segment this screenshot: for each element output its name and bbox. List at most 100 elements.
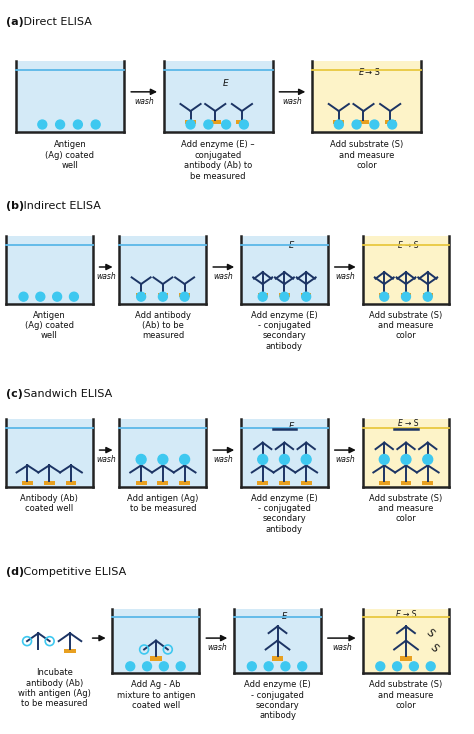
Text: → S: → S <box>403 610 417 619</box>
Circle shape <box>158 292 167 301</box>
Bar <box>180 293 190 297</box>
Bar <box>257 293 268 297</box>
Circle shape <box>186 120 195 129</box>
Bar <box>363 609 449 673</box>
Circle shape <box>370 120 379 129</box>
Circle shape <box>143 662 152 671</box>
Text: wash: wash <box>335 455 355 464</box>
Circle shape <box>280 454 290 465</box>
Circle shape <box>222 120 230 129</box>
Circle shape <box>180 292 189 301</box>
Bar <box>333 120 344 125</box>
Text: E: E <box>288 422 293 432</box>
Text: wash: wash <box>96 455 116 464</box>
Bar <box>363 419 449 487</box>
Bar <box>185 120 196 125</box>
Text: wash: wash <box>134 97 154 106</box>
Text: (c): (c) <box>6 389 23 399</box>
Text: wash: wash <box>332 643 352 652</box>
Circle shape <box>302 292 310 301</box>
Bar <box>358 120 369 125</box>
Text: Add enzyme (E) –
conjugated
antibody (Ab) to
be measured: Add enzyme (E) – conjugated antibody (Ab… <box>182 140 255 181</box>
Circle shape <box>301 454 311 465</box>
Bar <box>179 481 190 484</box>
Bar <box>119 419 206 487</box>
Text: Add substrate (S)
and measure
color: Add substrate (S) and measure color <box>369 310 443 341</box>
Bar <box>422 481 433 484</box>
Circle shape <box>258 292 267 301</box>
Text: E: E <box>396 610 401 619</box>
Text: Add enzyme (E)
- conjugated
secondary
antibody: Add enzyme (E) - conjugated secondary an… <box>251 310 318 351</box>
Circle shape <box>423 454 433 465</box>
Circle shape <box>379 454 389 465</box>
Circle shape <box>204 120 213 129</box>
Circle shape <box>136 454 146 465</box>
Circle shape <box>70 292 78 301</box>
Bar <box>257 481 268 484</box>
Circle shape <box>280 292 289 301</box>
Circle shape <box>380 292 389 301</box>
Text: Incubate
antibody (Ab)
with antigen (Ag)
to be measured: Incubate antibody (Ab) with antigen (Ag)… <box>18 668 91 708</box>
Bar <box>164 61 273 132</box>
Text: Sandwich ELISA: Sandwich ELISA <box>19 389 112 399</box>
Text: wash: wash <box>214 455 234 464</box>
Circle shape <box>73 120 82 129</box>
Circle shape <box>376 662 385 671</box>
Circle shape <box>38 120 47 129</box>
Text: Add substrate (S)
and measure
color: Add substrate (S) and measure color <box>330 140 403 170</box>
Text: Add enzyme (E)
- conjugated
secondary
antibody: Add enzyme (E) - conjugated secondary an… <box>244 680 311 720</box>
Text: → S: → S <box>405 419 419 429</box>
Circle shape <box>352 120 361 129</box>
Bar <box>401 293 411 297</box>
Bar <box>6 236 93 304</box>
Bar <box>44 481 55 484</box>
Bar <box>272 656 283 661</box>
Text: Antigen
(Ag) coated
well: Antigen (Ag) coated well <box>46 140 94 170</box>
Bar <box>423 293 433 297</box>
Bar <box>312 61 421 132</box>
Bar <box>22 481 33 484</box>
Text: Antigen
(Ag) coated
well: Antigen (Ag) coated well <box>25 310 74 341</box>
Bar <box>65 481 76 484</box>
Circle shape <box>410 662 419 671</box>
Text: Indirect ELISA: Indirect ELISA <box>19 200 100 211</box>
Circle shape <box>55 120 64 129</box>
Text: E: E <box>223 79 229 88</box>
Circle shape <box>388 120 397 129</box>
Text: Add substrate (S)
and measure
color: Add substrate (S) and measure color <box>369 680 443 710</box>
Circle shape <box>158 454 168 465</box>
Circle shape <box>247 662 256 671</box>
Text: wash: wash <box>335 272 355 281</box>
Text: wash: wash <box>214 272 234 281</box>
Bar <box>301 293 311 297</box>
Bar <box>241 236 328 304</box>
Circle shape <box>126 662 135 671</box>
Text: → S: → S <box>365 68 380 77</box>
Text: wash: wash <box>207 643 227 652</box>
Text: E: E <box>398 419 403 429</box>
Text: E: E <box>288 241 293 250</box>
Circle shape <box>426 662 435 671</box>
Text: Add antibody
(Ab) to be
measured: Add antibody (Ab) to be measured <box>135 310 191 341</box>
Circle shape <box>298 662 307 671</box>
Bar <box>400 656 412 661</box>
Text: E: E <box>282 612 287 621</box>
Circle shape <box>180 454 190 465</box>
Circle shape <box>176 662 185 671</box>
Bar <box>234 609 321 673</box>
Circle shape <box>36 292 45 301</box>
Circle shape <box>53 292 62 301</box>
Bar <box>136 481 146 484</box>
Bar <box>379 293 390 297</box>
Text: S: S <box>424 627 436 639</box>
Bar <box>6 419 93 487</box>
Text: Add enzyme (E)
- conjugated
secondary
antibody: Add enzyme (E) - conjugated secondary an… <box>251 493 318 534</box>
Circle shape <box>392 662 401 671</box>
Bar <box>363 236 449 304</box>
Circle shape <box>423 292 432 301</box>
Text: Add Ag - Ab
mixture to antigen
coated well: Add Ag - Ab mixture to antigen coated we… <box>117 680 195 710</box>
Bar <box>241 419 328 487</box>
Text: → S: → S <box>405 241 419 250</box>
Text: E: E <box>398 241 403 250</box>
Circle shape <box>239 120 248 129</box>
